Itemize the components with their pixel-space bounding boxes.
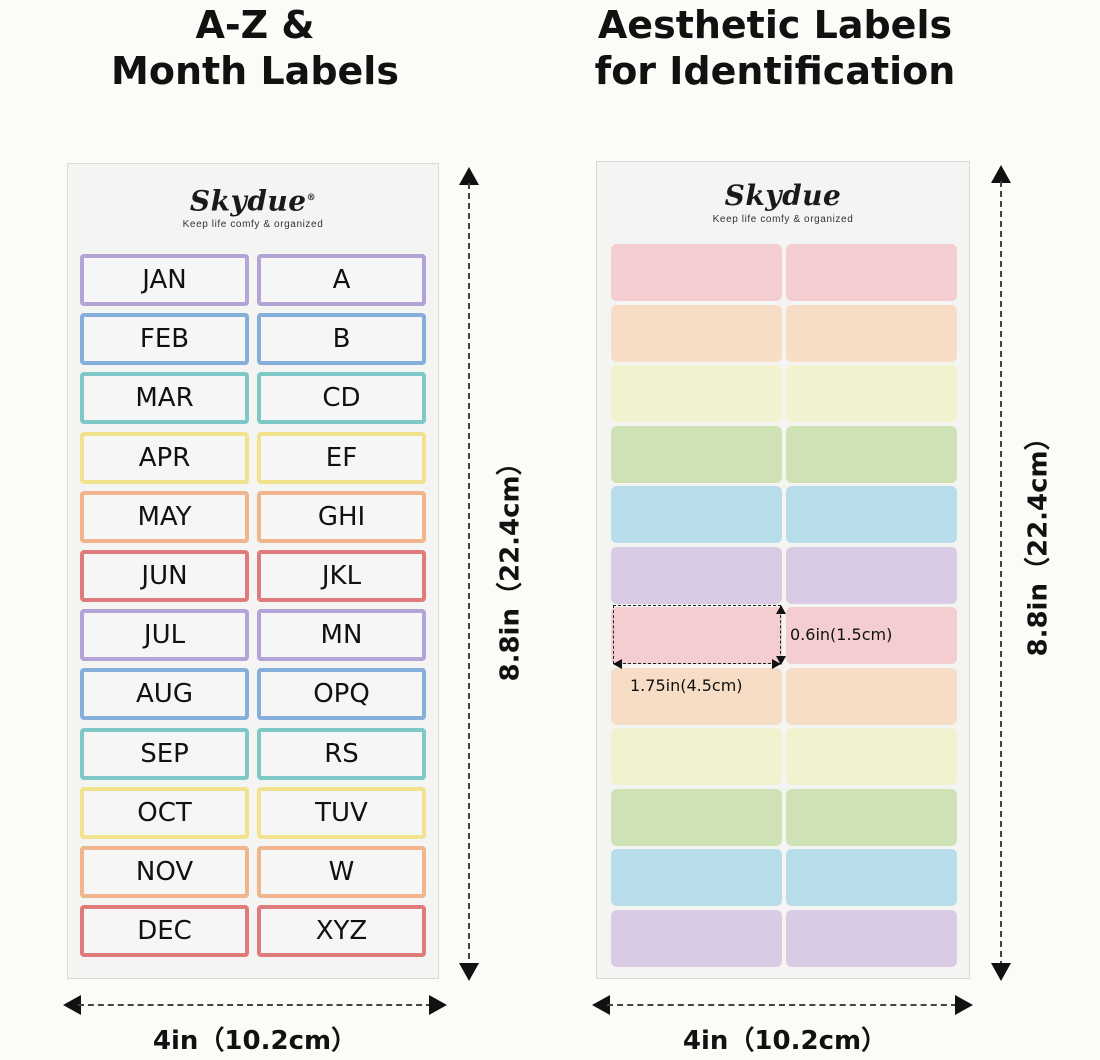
blank-label (611, 849, 782, 906)
left-brand-logo: Skydue® (189, 184, 317, 218)
month-label: SEP (80, 727, 249, 780)
blank-label (786, 607, 957, 664)
arrow-up-icon (991, 165, 1011, 183)
arrow-right-icon (429, 995, 447, 1015)
blank-label (611, 244, 782, 301)
aesthetic-label-sheet: Skydue Keep life comfy & organized 0.6in… (596, 161, 970, 979)
letter-label: GHI (257, 490, 426, 543)
right-title: Aesthetic Labels for Identification (560, 2, 990, 94)
label-width-text: 1.75in(4.5cm) (630, 676, 743, 695)
month-label: JAN (80, 254, 249, 306)
arrow-left-icon (613, 659, 622, 669)
left-title-line2: Month Labels (111, 49, 399, 93)
month-label: MAY (80, 490, 249, 543)
arrow-left-icon (592, 995, 610, 1015)
arrow-right-icon (955, 995, 973, 1015)
month-label: OCT (80, 786, 249, 839)
month-label-sheet: Skydue® Keep life comfy & organized JAN A… (67, 163, 439, 979)
arrow-up-icon (776, 605, 786, 614)
arrow-right-icon (772, 659, 781, 669)
letter-label: W (257, 846, 426, 898)
height-dimension-line (468, 183, 472, 969)
letter-label: XYZ (257, 905, 426, 958)
blank-label (786, 849, 957, 906)
left-height-label: 8.8in（22.4cm） (495, 449, 526, 682)
arrow-up-icon (459, 167, 479, 185)
right-width-label: 4in（10.2cm） (682, 1026, 888, 1056)
letter-label: EF (257, 431, 426, 484)
blank-label (786, 909, 957, 967)
blank-label (611, 425, 782, 483)
month-label: JUL (80, 609, 249, 662)
month-label: JUN (80, 550, 249, 602)
blank-label (786, 425, 957, 483)
arrow-down-icon (991, 963, 1011, 981)
blank-label (786, 788, 957, 846)
width-dimension-line (607, 1004, 957, 1006)
blank-label (611, 788, 782, 846)
blank-label (786, 728, 957, 785)
blank-label (786, 304, 957, 362)
left-width-label: 4in（10.2cm） (152, 1026, 358, 1056)
arrow-down-icon (776, 656, 786, 665)
letter-label: MN (257, 609, 426, 662)
blank-label (786, 244, 957, 301)
month-label: MAR (80, 372, 249, 425)
blank-label (786, 486, 957, 543)
letter-label: B (257, 313, 426, 366)
blank-label (611, 909, 782, 967)
blank-label (611, 667, 782, 725)
blank-label (786, 546, 957, 604)
arrow-down-icon (459, 963, 479, 981)
right-height-label: 8.8in（22.4cm） (1023, 424, 1054, 657)
width-dimension-line (78, 1004, 432, 1006)
blank-label (786, 667, 957, 725)
month-label: FEB (80, 313, 249, 366)
letter-label: A (257, 254, 426, 306)
letter-label: RS (257, 727, 426, 780)
left-brand: Skydue® Keep life comfy & organized (68, 182, 438, 231)
blank-label (786, 365, 957, 422)
label-height-text: 0.6in(1.5cm) (790, 625, 893, 644)
left-title-line1: A-Z & (195, 3, 315, 47)
blank-label (611, 607, 782, 664)
arrow-left-icon (63, 995, 81, 1015)
blank-label (611, 546, 782, 604)
letter-label: CD (257, 372, 426, 425)
label-size-outline (613, 605, 781, 664)
right-title-line1: Aesthetic Labels (597, 3, 953, 47)
right-brand: Skydue Keep life comfy & organized (597, 179, 969, 226)
left-title: A-Z & Month Labels (60, 2, 450, 94)
blank-label (611, 365, 782, 422)
right-brand-tagline: Keep life comfy & organized (712, 214, 854, 225)
right-title-line2: for Identification (594, 49, 956, 93)
letter-label: TUV (257, 786, 426, 839)
blank-label (611, 728, 782, 785)
month-label: DEC (80, 905, 249, 958)
right-brand-logo: Skydue (724, 179, 842, 212)
blank-label (611, 304, 782, 362)
letter-label: JKL (257, 550, 426, 602)
blank-label (611, 486, 782, 543)
month-label: AUG (80, 668, 249, 721)
month-label: APR (80, 431, 249, 484)
letter-label: OPQ (257, 668, 426, 721)
left-brand-tagline: Keep life comfy & organized (182, 219, 324, 231)
month-label: NOV (80, 846, 249, 898)
height-dimension-line (1000, 181, 1004, 967)
